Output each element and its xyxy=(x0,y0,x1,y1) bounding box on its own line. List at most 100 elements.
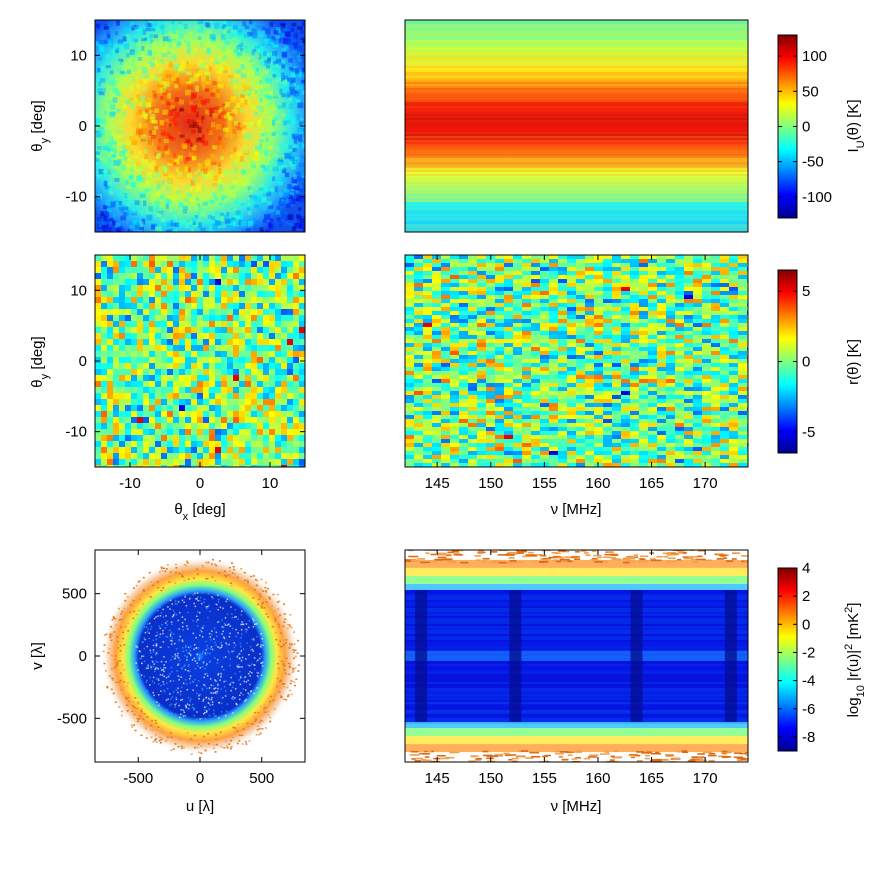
sky-map-speckle xyxy=(116,67,122,74)
sky-map-speckle xyxy=(227,123,233,128)
sky-map-speckle xyxy=(108,188,113,194)
sky-map-speckle xyxy=(167,162,173,166)
uv-vs-freq-center xyxy=(405,651,748,661)
sky-map-speckle xyxy=(219,202,223,207)
sky-map-speckle xyxy=(123,155,128,161)
sky-map-speckle xyxy=(212,80,217,86)
sky-map-speckle xyxy=(213,145,218,150)
sky-map-speckle xyxy=(112,172,117,177)
sky-map-speckle xyxy=(284,31,291,37)
sky-map-speckle xyxy=(172,193,177,198)
sky-map-speckle xyxy=(275,75,279,79)
sky-map-speckle xyxy=(154,166,159,173)
sky-map-speckle xyxy=(113,79,119,83)
sky-vs-freq-row xyxy=(405,24,748,26)
sky-map-speckle xyxy=(283,191,289,196)
sky-map-speckle xyxy=(221,33,227,40)
sky-map-speckle xyxy=(246,207,250,211)
sky-vs-freq-row xyxy=(405,184,748,186)
sky-map-speckle xyxy=(282,120,288,126)
sky-map-speckle xyxy=(232,33,238,37)
sky-map-speckle xyxy=(241,182,247,186)
sky-map-speckle xyxy=(170,157,175,162)
residual-vs-freq-xlabel: ν [MHz] xyxy=(551,501,602,518)
sky-map-speckle xyxy=(123,43,130,50)
sky-map-speckle xyxy=(139,226,144,231)
sky-map-speckle xyxy=(117,163,123,168)
sky-map-speckle xyxy=(125,140,131,147)
sky-map-speckle xyxy=(283,79,288,85)
sky-map-speckle xyxy=(150,61,155,68)
sky-map-speckle xyxy=(168,195,175,201)
sky-map-speckle xyxy=(98,222,103,228)
sky-map-speckle xyxy=(267,145,273,150)
sky-map-speckle xyxy=(132,64,136,69)
uv-vs-freq-xlabel: ν [MHz] xyxy=(551,798,602,815)
sky-map-speckle xyxy=(288,159,293,163)
sky-map-speckle xyxy=(119,22,125,26)
sky-map-speckle xyxy=(194,177,201,183)
sky-map-speckle xyxy=(178,33,184,39)
sky-map-speckle xyxy=(292,92,299,97)
sky-map-speckle xyxy=(241,89,247,95)
uv-map-ytick-label-1: 0 xyxy=(79,648,87,665)
sky-map-speckle xyxy=(298,199,304,204)
sky-map-speckle xyxy=(134,39,138,43)
sky-vs-freq-row xyxy=(405,220,748,222)
sky-map-speckle xyxy=(252,100,258,107)
colorbar-log-tick-label-6: 4 xyxy=(802,560,810,577)
sky-map-speckle xyxy=(233,88,238,94)
sky-map-speckle xyxy=(263,38,269,44)
sky-map-speckle xyxy=(187,193,192,197)
sky-map-speckle xyxy=(165,149,170,155)
colorbar-i-tick-label-1: -50 xyxy=(802,154,824,171)
sky-map-speckle xyxy=(212,113,219,119)
sky-vs-freq-row xyxy=(405,66,748,68)
sky-map-speckle xyxy=(234,86,240,90)
sky-map-speckle xyxy=(112,212,117,218)
sky-map-speckle xyxy=(278,218,284,223)
sky-map-speckle xyxy=(247,47,251,51)
sky-map-speckle xyxy=(131,123,135,127)
sky-map-speckle xyxy=(237,28,243,33)
sky-map-speckle xyxy=(194,72,200,77)
sky-map-speckle xyxy=(209,170,215,176)
sky-map-speckle xyxy=(285,81,290,87)
sky-map-speckle xyxy=(294,176,301,182)
sky-map-speckle xyxy=(131,52,136,57)
sky-map-speckle xyxy=(238,42,244,48)
sky-map-speckle xyxy=(298,223,305,229)
sky-map-speckle xyxy=(187,107,192,114)
sky-map-speckle xyxy=(190,227,195,232)
sky-map-speckle xyxy=(256,47,260,52)
sky-vs-freq-row xyxy=(405,168,748,170)
sky-map-speckle xyxy=(113,44,118,50)
sky-map-speckle xyxy=(179,150,185,154)
sky-map-speckle xyxy=(177,21,182,28)
colorbar-log-tick-label-2: -4 xyxy=(802,673,815,690)
sky-map-speckle xyxy=(234,166,238,173)
sky-map-speckle xyxy=(104,40,110,44)
sky-map-speckle xyxy=(139,167,145,172)
sky-map-speckle xyxy=(206,36,211,42)
sky-map-speckle xyxy=(287,183,292,190)
sky-map-speckle xyxy=(250,91,254,97)
sky-map-speckle xyxy=(185,189,190,196)
sky-map-speckle xyxy=(303,185,305,191)
sky-map-speckle xyxy=(109,136,114,142)
sky-map-speckle xyxy=(155,172,161,178)
sky-map-speckle xyxy=(123,89,129,95)
sky-map-speckle xyxy=(111,148,118,154)
sky-map-speckle xyxy=(231,29,236,34)
sky-map-speckle xyxy=(241,124,247,129)
sky-map-speckle xyxy=(137,28,143,34)
sky-map-speckle xyxy=(235,216,240,222)
sky-map-speckle xyxy=(223,171,229,177)
sky-map-speckle xyxy=(258,46,264,53)
sky-map-speckle xyxy=(158,205,162,212)
sky-map-speckle xyxy=(277,180,283,186)
sky-map-speckle xyxy=(279,144,285,150)
sky-map-speckle xyxy=(189,51,196,57)
sky-map-speckle xyxy=(257,93,264,99)
